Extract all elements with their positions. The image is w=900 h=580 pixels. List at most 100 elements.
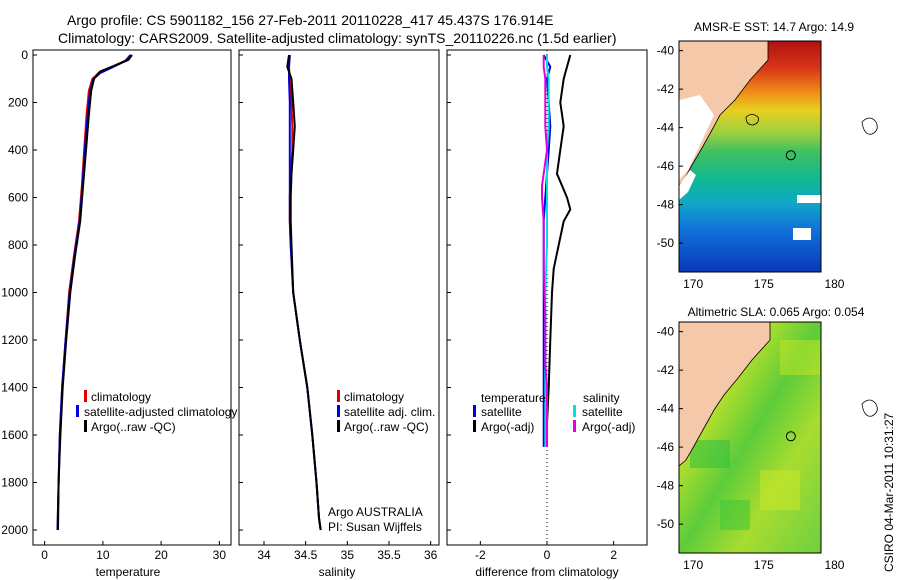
legend-label-satellite: satellite adj. clim. bbox=[344, 405, 435, 419]
map-y-tick-label: -42 bbox=[657, 363, 675, 377]
map-tick-labels: 170 175 180 -40 -42 -44 -46 -48 -50 170 175 180 -40 -… bbox=[657, 44, 845, 572]
map-y-tick-label: -46 bbox=[657, 440, 675, 454]
sla-map-frame bbox=[678, 321, 822, 554]
x-tick-label: 35 bbox=[341, 548, 355, 562]
salinity-legend: climatology satellite adj. clim. Argo(..… bbox=[337, 390, 435, 434]
map-x-tick-label: 170 bbox=[683, 558, 703, 572]
no-data-region bbox=[679, 95, 714, 180]
sla-anomaly-patch bbox=[690, 440, 730, 468]
depth-tick-label: 1600 bbox=[1, 428, 28, 442]
series-line-argo-raw-qc- bbox=[286, 54, 322, 531]
depth-tick-label: 2000 bbox=[1, 523, 28, 537]
legend-swatch-temp-argo bbox=[473, 420, 476, 432]
legend-swatch-satellite bbox=[76, 405, 79, 417]
float-info-pi: PI: Susan Wijffels bbox=[328, 520, 422, 534]
sla-anomaly-patch bbox=[760, 470, 800, 510]
legend-label-sal-satellite: satellite bbox=[582, 405, 623, 419]
credit-timestamp: CSIRO 04-Mar-2011 10:31:27 bbox=[882, 412, 896, 572]
map-x-tick-label: 180 bbox=[824, 277, 844, 291]
legend-label-temp-satellite: satellite bbox=[481, 405, 522, 419]
temperature-xlabel: temperature bbox=[96, 565, 161, 579]
depth-tick-label: 1800 bbox=[1, 476, 28, 490]
legend-label-temp-argo: Argo(-adj) bbox=[481, 420, 534, 434]
difference-legend: temperature satellite Argo(-adj) salinit… bbox=[473, 391, 635, 434]
sla-anomaly-patch bbox=[780, 340, 820, 375]
float-position-marker bbox=[785, 431, 796, 442]
depth-tick-label: 400 bbox=[8, 143, 28, 157]
legend-swatch-temp-satellite bbox=[473, 405, 476, 417]
legend-label-climatology: climatology bbox=[344, 390, 404, 404]
map-y-tick-label: -40 bbox=[657, 325, 675, 339]
x-tick-label: 30 bbox=[213, 548, 227, 562]
map-y-tick-label: -50 bbox=[657, 236, 675, 250]
x-tick-label: 34 bbox=[257, 548, 271, 562]
legend-swatch-sal-satellite bbox=[573, 405, 576, 417]
bathymetry-contour bbox=[745, 114, 759, 126]
float-info-program: Argo AUSTRALIA bbox=[328, 505, 423, 519]
map-y-tick-label: -48 bbox=[657, 198, 675, 212]
map-y-tick-label: -46 bbox=[657, 159, 675, 173]
x-tick-labels: 0 10 20 30 34 34.5 35 35.5 36 -2 0 2 bbox=[41, 541, 617, 562]
no-data-region bbox=[679, 170, 696, 200]
x-tick-label: 2 bbox=[610, 548, 617, 562]
series-line-salinity-argo-adj- bbox=[541, 55, 548, 447]
map-y-tick-label: -42 bbox=[657, 82, 675, 96]
profile-lines bbox=[56, 54, 572, 531]
salinity-xlabel: salinity bbox=[319, 565, 356, 579]
temperature-legend: climatology satellite-adjusted climatolo… bbox=[76, 390, 237, 434]
island-outline bbox=[861, 117, 878, 135]
series-line-argo-raw-qc- bbox=[57, 54, 133, 531]
map-x-tick-label: 175 bbox=[754, 277, 774, 291]
depth-tick-label: 1000 bbox=[1, 286, 28, 300]
legend-title-temperature: temperature bbox=[481, 391, 546, 405]
legend-title-salinity: salinity bbox=[583, 391, 620, 405]
map-y-tick-label: -50 bbox=[657, 517, 675, 531]
x-tick-label: 35.5 bbox=[377, 548, 401, 562]
map-x-tick-label: 175 bbox=[754, 558, 774, 572]
header-line-2: Climatology: CARS2009. Satellite-adjuste… bbox=[58, 30, 616, 46]
float-position-marker bbox=[785, 150, 796, 161]
sst-map: AMSR-E SST: 14.7 Argo: 14.9 bbox=[678, 20, 878, 273]
depth-tick-label: 200 bbox=[8, 96, 28, 110]
x-tick-label: 36 bbox=[424, 548, 438, 562]
temperature-axes bbox=[32, 49, 232, 546]
header-line-1: Argo profile: CS 5901182_156 27-Feb-2011… bbox=[67, 12, 554, 28]
land-polygon bbox=[679, 322, 771, 467]
sla-anomaly-patch bbox=[720, 500, 750, 530]
depth-tick-label: 800 bbox=[8, 238, 28, 252]
legend-swatch-satellite bbox=[337, 405, 340, 417]
salinity-axes bbox=[238, 49, 440, 546]
map-y-tick-label: -48 bbox=[657, 479, 675, 493]
difference-xlabel: difference from climatology bbox=[475, 565, 618, 579]
x-tick-label: 0 bbox=[544, 548, 551, 562]
depth-tick-labels: 0 200 400 600 800 1000 1200 1400 1600 1800 2000 bbox=[1, 48, 451, 537]
depth-tick-label: 0 bbox=[21, 48, 28, 62]
legend-label-climatology: climatology bbox=[91, 390, 151, 404]
x-tick-label: 0 bbox=[41, 548, 48, 562]
x-tick-label: -2 bbox=[475, 548, 486, 562]
sla-map-title: Altimetric SLA: 0.065 Argo: 0.054 bbox=[688, 305, 865, 319]
sst-map-frame bbox=[678, 40, 822, 273]
legend-label-sal-argo: Argo(-adj) bbox=[582, 420, 635, 434]
depth-tick-label: 600 bbox=[8, 191, 28, 205]
x-tick-label: 34.5 bbox=[294, 548, 318, 562]
legend-label-argo: Argo(..raw -QC) bbox=[344, 420, 429, 434]
legend-swatch-climatology bbox=[84, 390, 87, 402]
series-line-climatology bbox=[56, 54, 133, 531]
map-y-tick-label: -44 bbox=[657, 121, 675, 135]
map-x-tick-label: 170 bbox=[683, 277, 703, 291]
legend-swatch-argo bbox=[84, 420, 87, 432]
legend-label-argo: Argo(..raw -QC) bbox=[91, 420, 176, 434]
sla-map: Altimetric SLA: 0.065 Argo: 0.054 bbox=[678, 305, 878, 554]
no-data-patch bbox=[797, 195, 821, 203]
sst-map-title: AMSR-E SST: 14.7 Argo: 14.9 bbox=[694, 20, 854, 34]
map-y-tick-label: -44 bbox=[657, 402, 675, 416]
x-tick-label: 10 bbox=[96, 548, 110, 562]
legend-swatch-sal-argo bbox=[573, 420, 576, 432]
legend-swatch-argo bbox=[337, 420, 340, 432]
depth-tick-label: 1200 bbox=[1, 333, 28, 347]
no-data-patch bbox=[793, 228, 811, 240]
legend-swatch-climatology bbox=[337, 390, 340, 402]
map-y-tick-label: -40 bbox=[657, 44, 675, 58]
